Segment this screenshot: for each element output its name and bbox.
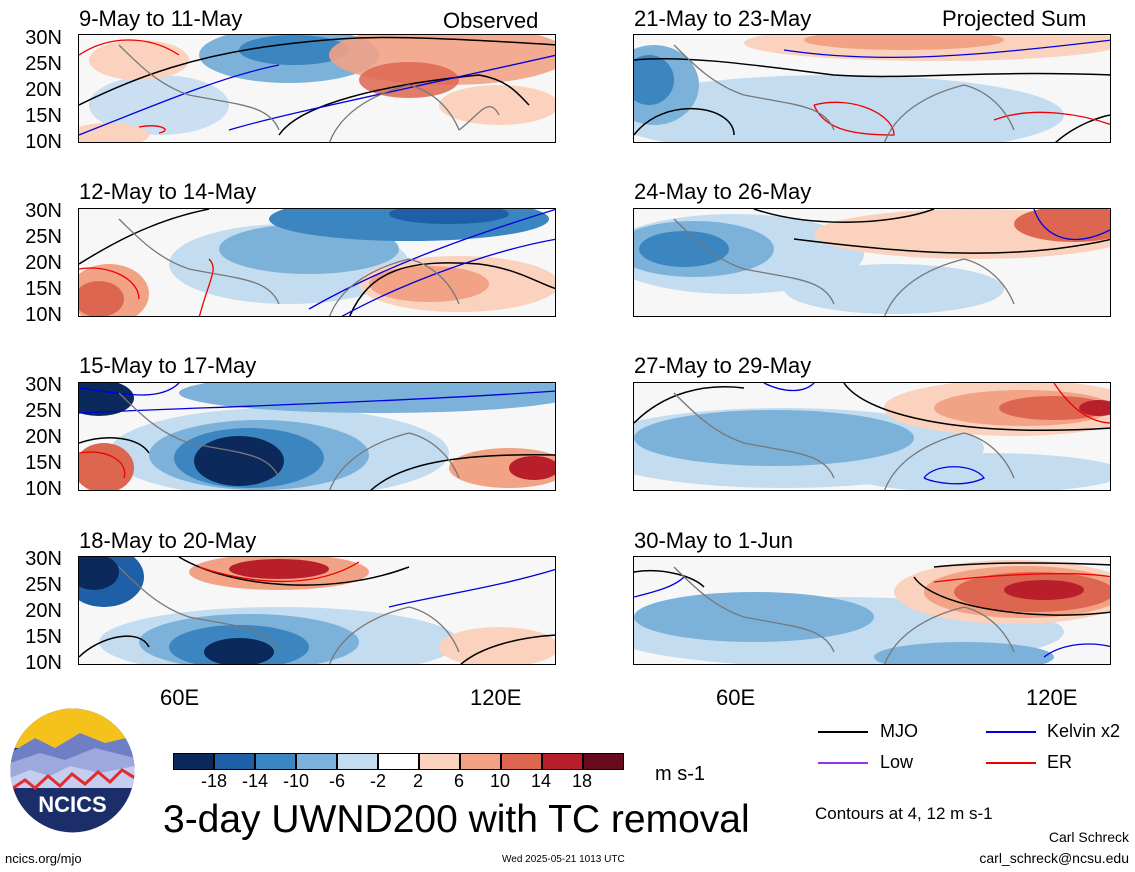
contours-note: Contours at 4, 12 m s-1: [815, 804, 993, 823]
legend-line-er: [986, 762, 1036, 764]
legend-line-mjo: [818, 731, 868, 733]
lon-label: 120E: [470, 685, 522, 710]
colorbar-label: 2: [413, 771, 424, 791]
colorbar-label: -6: [329, 771, 346, 791]
colorbar-label: -2: [370, 771, 387, 791]
lat-label: 30N: [25, 374, 62, 396]
panel-title-2: 12-May to 14-May: [79, 179, 257, 204]
author-name: Carl Schreck: [1048, 829, 1129, 845]
colorbar-label: 18: [572, 771, 593, 791]
wind-field-2: [79, 209, 555, 316]
panel-title-3: 15-May to 17-May: [79, 353, 257, 378]
panel-title-5: 21-May to 23-May: [634, 6, 812, 31]
lat-label: 10N: [25, 304, 62, 326]
wind-field-8: [634, 557, 1110, 664]
colorbar-box: [419, 753, 460, 770]
colorbar-box: [173, 753, 214, 770]
lat-label: 20N: [25, 426, 62, 448]
panel-title-8: 30-May to 1-Jun: [634, 528, 793, 553]
colorbar-label: 14: [531, 771, 552, 791]
lat-label: 20N: [25, 252, 62, 274]
wind-field-3: [79, 383, 555, 490]
panel-title-7: 27-May to 29-May: [634, 353, 812, 378]
lat-label: 30N: [25, 27, 62, 49]
logo-text: NCICS: [38, 792, 106, 817]
lat-label: 25N: [25, 226, 62, 248]
wind-field-4: [79, 557, 555, 664]
map-panel-2: [78, 208, 556, 317]
panel-title-4: 18-May to 20-May: [79, 528, 257, 553]
colorbar-label: 10: [490, 771, 511, 791]
website-link[interactable]: ncics.org/mjo: [5, 851, 82, 866]
lat-label: 20N: [25, 79, 62, 101]
wind-field-7: [634, 383, 1110, 490]
map-panel-1: [78, 34, 556, 143]
map-panel-3: [78, 382, 556, 491]
ncics-logo: NCICS: [10, 708, 135, 833]
legend-line-low: [818, 762, 868, 764]
map-panel-6: [633, 208, 1111, 317]
colorbar-label: 6: [454, 771, 465, 791]
lat-label: 25N: [25, 574, 62, 596]
observed-label: Observed: [443, 8, 539, 33]
colorbar-box: [378, 753, 419, 770]
lon-label: 60E: [716, 685, 756, 710]
legend-label-kelvin: Kelvin x2: [1047, 721, 1121, 741]
lat-label: 10N: [25, 478, 62, 500]
colorbar-label: -18: [201, 771, 228, 791]
legend-label-low: Low: [880, 752, 914, 772]
colorbar-box: [214, 753, 255, 770]
map-panel-8: [633, 556, 1111, 665]
colorbar-label: -10: [283, 771, 310, 791]
units-label: m s-1: [655, 763, 705, 785]
panel-title-6: 24-May to 26-May: [634, 179, 812, 204]
lon-label: 120E: [1026, 685, 1078, 710]
lat-label: 30N: [25, 548, 62, 570]
lon-label: 60E: [160, 685, 200, 710]
colorbar-box: [255, 753, 296, 770]
lat-label: 10N: [25, 652, 62, 674]
lat-label: 15N: [25, 626, 62, 648]
timestamp: Wed 2025-05-21 1013 UTC: [502, 854, 625, 865]
map-panel-4: [78, 556, 556, 665]
lat-label: 20N: [25, 600, 62, 622]
legend-line-kelvin: [986, 731, 1036, 733]
lat-label: 15N: [25, 278, 62, 300]
legend-label-mjo: MJO: [880, 721, 918, 741]
lat-label: 30N: [25, 200, 62, 222]
colorbar-box: [296, 753, 337, 770]
legend-label-er: ER: [1047, 752, 1073, 772]
wind-field-1: [79, 35, 555, 142]
projected-label: Projected Sum: [942, 6, 1087, 31]
colorbar-label: -14: [242, 771, 269, 791]
lat-label: 15N: [25, 452, 62, 474]
colorbar-box: [501, 753, 542, 770]
lat-label: 15N: [25, 105, 62, 127]
wind-field-5: [634, 35, 1110, 142]
colorbar-box: [337, 753, 378, 770]
map-panel-5: [633, 34, 1111, 143]
wind-field-6: [634, 209, 1110, 316]
lat-label: 25N: [25, 53, 62, 75]
author-email: carl_schreck@ncsu.edu: [979, 850, 1129, 866]
colorbar-box: [460, 753, 501, 770]
panel-title-1: 9-May to 11-May: [79, 6, 243, 31]
colorbar-box: [583, 753, 624, 770]
main-title: 3-day UWND200 with TC removal: [163, 798, 750, 841]
map-panel-7: [633, 382, 1111, 491]
lat-label: 25N: [25, 400, 62, 422]
lat-label: 10N: [25, 131, 62, 153]
colorbar-box: [542, 753, 583, 770]
